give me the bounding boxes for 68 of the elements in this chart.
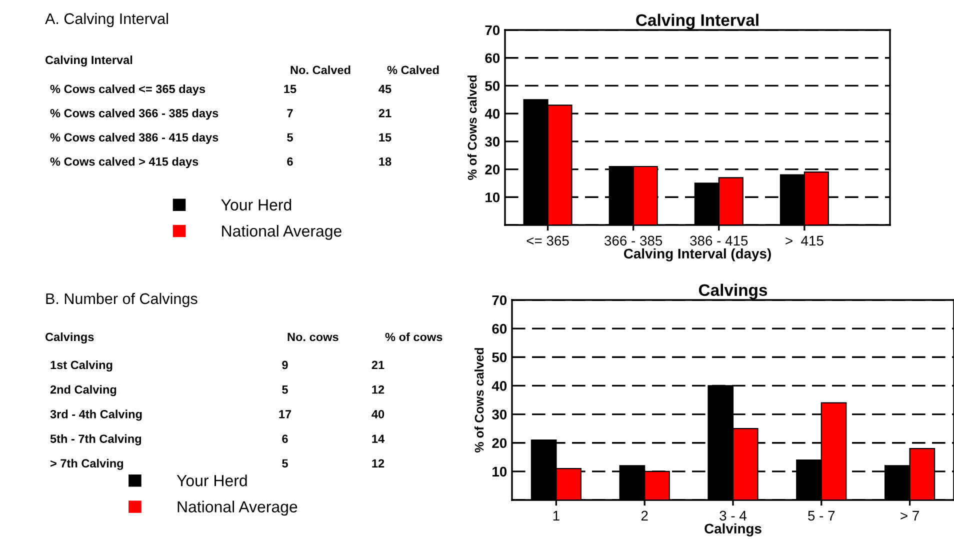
legend-label: Your Herd xyxy=(221,198,292,211)
x-tick-label: > 415 xyxy=(786,236,824,246)
y-tick-label: 70 xyxy=(485,25,500,36)
x-tick-label: 3 - 4 xyxy=(720,510,746,521)
y-tick-label: 70 xyxy=(492,295,507,306)
text: % Calved xyxy=(387,66,439,74)
text: 15 xyxy=(379,133,392,142)
text: 15 xyxy=(284,84,296,94)
y-tick-label: 20 xyxy=(492,438,507,448)
y-tick-label: 30 xyxy=(485,136,500,147)
chart-title: Calving Interval xyxy=(636,14,758,30)
text: > 7th Calving xyxy=(50,458,124,470)
text: 6 xyxy=(282,434,288,443)
text: 3rd - 4th Calving xyxy=(50,410,142,421)
text: 14 xyxy=(372,434,385,443)
x-axis-title: Calvings xyxy=(704,523,762,536)
text: 18 xyxy=(379,157,392,166)
text: % of cows xyxy=(385,332,442,342)
y-tick-label: 50 xyxy=(492,352,507,362)
y-axis-title: % of Cows calved xyxy=(467,76,477,180)
y-axis-title: % of Cows calved xyxy=(474,348,484,452)
y-tick-label: 30 xyxy=(492,410,507,420)
text: 2nd Calving xyxy=(50,385,116,396)
y-tick-label: 40 xyxy=(492,381,507,391)
text: 5 xyxy=(287,133,293,142)
text: 5 xyxy=(282,459,288,468)
y-tick-label: 20 xyxy=(485,164,500,174)
text: 5th - 7th Calving xyxy=(50,434,142,446)
text: 12 xyxy=(372,385,384,394)
x-tick-label: > 7 xyxy=(900,510,919,520)
text: 7 xyxy=(287,109,293,118)
x-axis-title: Calving Interval (days) xyxy=(624,248,771,262)
x-tick-label: 2 xyxy=(641,510,648,520)
text: No. Calved xyxy=(290,66,350,74)
chart-title: Calvings xyxy=(698,284,768,300)
text: 21 xyxy=(372,360,384,370)
text: No. cows xyxy=(288,332,338,342)
x-tick-label: <= 365 xyxy=(526,236,569,246)
y-tick-label: 10 xyxy=(486,192,500,202)
text: 5 xyxy=(282,386,288,394)
text: % Cows calved > 415 days xyxy=(50,157,198,168)
y-tick-label: 50 xyxy=(485,81,500,91)
text: A. Calving Interval xyxy=(45,12,168,28)
legend-label: Your Herd xyxy=(176,474,247,486)
text: 17 xyxy=(279,410,292,418)
text: 40 xyxy=(372,410,384,418)
legend-label: National Average xyxy=(178,500,298,516)
y-tick-label: 40 xyxy=(484,108,500,119)
x-tick-label: 386 - 415 xyxy=(690,236,748,246)
text: 21 xyxy=(378,109,392,118)
text: 12 xyxy=(372,459,384,468)
text: 1st Calving xyxy=(50,360,112,372)
text: % Cows calved 386 - 415 days xyxy=(50,132,218,144)
text: 45 xyxy=(378,84,392,94)
text: Calving Interval xyxy=(45,55,132,67)
text: % Cows calved <= 365 days xyxy=(50,84,206,96)
text: % Cows calved 366 - 385 days xyxy=(50,108,218,120)
legend-label: National Average xyxy=(222,224,342,240)
text: 9 xyxy=(282,360,288,370)
text: B. Number of Calvings xyxy=(46,292,198,308)
x-tick-label: 366 - 385 xyxy=(604,236,662,246)
text: 6 xyxy=(287,157,293,166)
y-tick-label: 10 xyxy=(492,466,507,477)
y-tick-label: 60 xyxy=(485,53,500,64)
y-tick-label: 60 xyxy=(492,324,507,334)
x-tick-label: 1 xyxy=(553,510,560,520)
text: Calvings xyxy=(45,332,94,344)
x-tick-label: 5 - 7 xyxy=(808,510,835,521)
